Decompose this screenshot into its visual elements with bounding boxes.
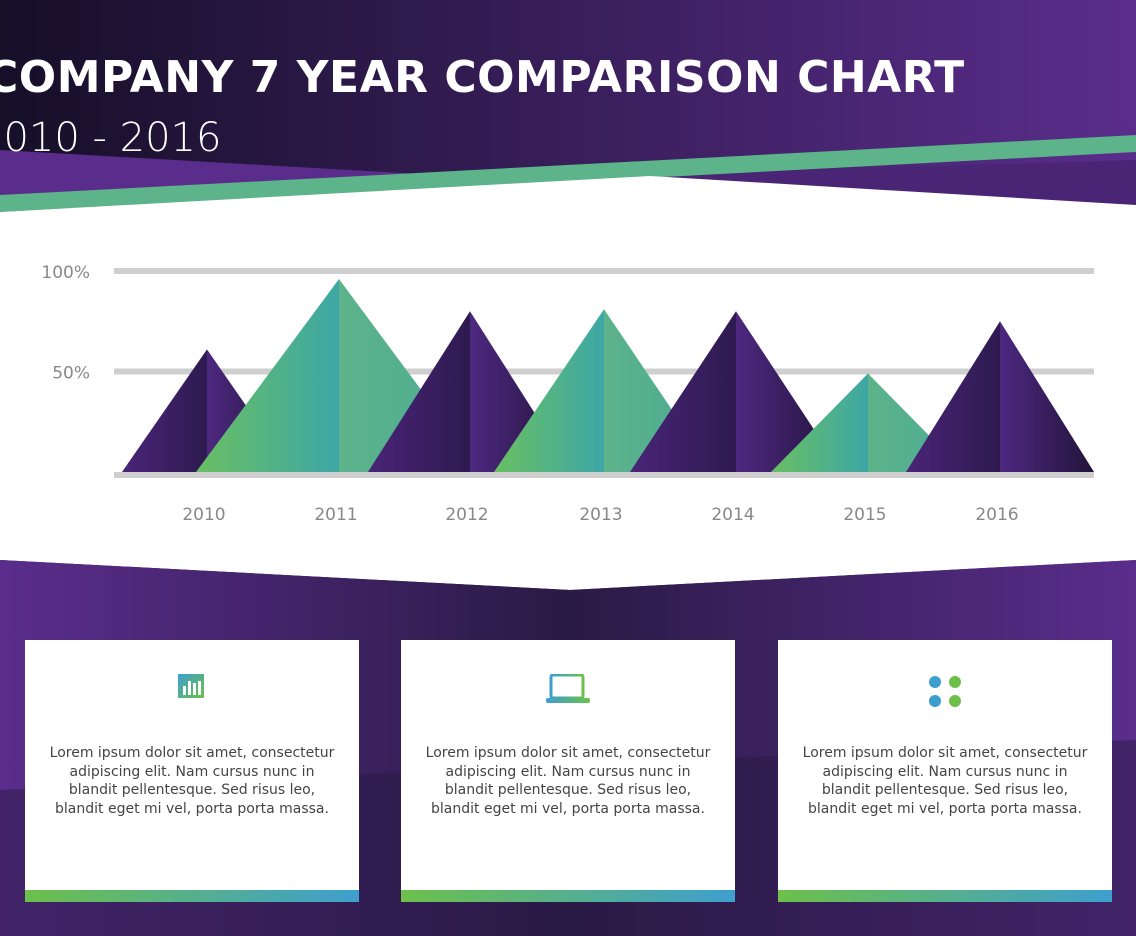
triangle-right-face [604, 309, 714, 472]
chart: 100% 50% 2010 2011 2012 2013 2014 2015 2016 [41, 263, 1094, 525]
triangle-left-face [368, 311, 470, 472]
page-subtitle: 2010 - 2016 [0, 115, 222, 161]
x-tick-label: 2010 [182, 505, 225, 525]
y-tick-label: 50% [52, 364, 90, 384]
triangle-right-face [470, 311, 572, 472]
card-text: Lorem ipsum dolor sit amet, consectetur … [802, 745, 1088, 817]
triangle-left-face [906, 321, 1000, 472]
x-tick-label: 2013 [579, 505, 622, 525]
card-text: Lorem ipsum dolor sit amet, consectetur … [49, 745, 335, 817]
triangle-left-face [494, 309, 604, 472]
triangle-mark-2014 [630, 311, 842, 472]
triangle-mark-2016 [906, 321, 1094, 472]
dots-grid-icon [927, 674, 963, 712]
card-accent-bar [401, 890, 735, 902]
triangle-left-face [196, 279, 339, 472]
x-tick-label: 2011 [314, 505, 357, 525]
triangle-right-face [736, 311, 842, 472]
x-tick-label: 2015 [843, 505, 886, 525]
triangle-left-face [122, 349, 207, 472]
triangle-mark-2013 [494, 309, 714, 472]
laptop-icon [546, 673, 590, 708]
info-card: Lorem ipsum dolor sit amet, consectetur … [778, 640, 1112, 902]
x-tick-label: 2012 [445, 505, 488, 525]
card-text: Lorem ipsum dolor sit amet, consectetur … [425, 745, 711, 817]
gridline [114, 268, 1094, 274]
x-tick-label: 2016 [975, 505, 1018, 525]
card-accent-bar [25, 890, 359, 902]
triangle-left-face [630, 311, 736, 472]
x-axis-line [114, 472, 1094, 478]
green-stripe [0, 135, 1136, 212]
triangle-right-face [1000, 321, 1094, 472]
info-card: Lorem ipsum dolor sit amet, consectetur … [401, 640, 735, 902]
triangle-mark-2012 [368, 311, 572, 472]
y-tick-label: 100% [41, 263, 90, 283]
triangle-left-face [771, 373, 868, 472]
info-card: Lorem ipsum dolor sit amet, consectetur … [25, 640, 359, 902]
x-tick-label: 2014 [711, 505, 754, 525]
page-title: COMPANY 7 YEAR COMPARISON CHART [0, 52, 965, 103]
card-accent-bar [778, 890, 1112, 902]
bar-chart-icon [178, 674, 206, 704]
